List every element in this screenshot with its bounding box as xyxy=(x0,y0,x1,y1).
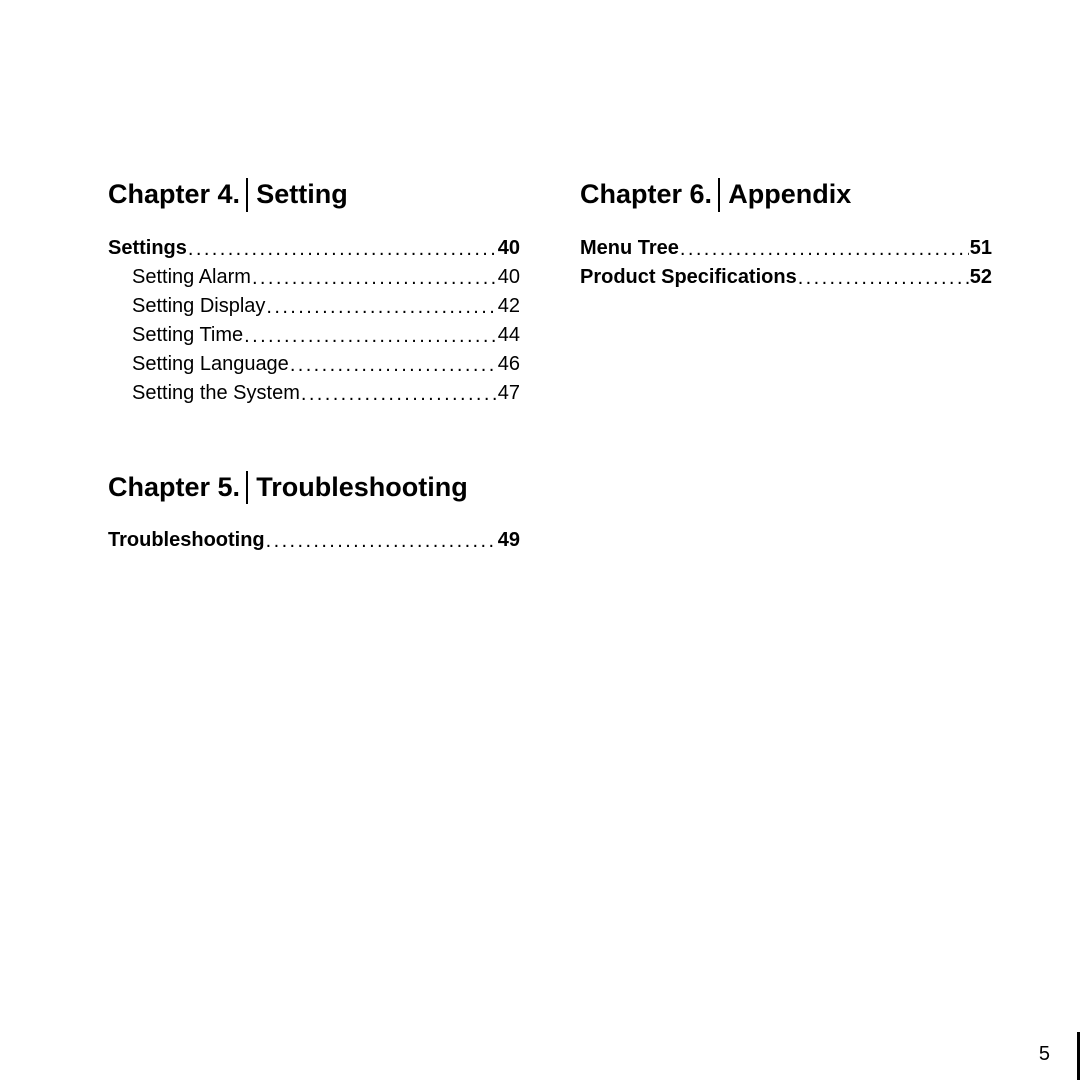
chapter-heading: Chapter 4.Setting xyxy=(108,180,520,210)
chapter-block: Chapter 6.Appendix Menu Tree 51 Product Spe… xyxy=(580,180,992,287)
left-column: Chapter 4.SettingSettings40Setting Alarm… xyxy=(108,180,520,1040)
toc-leader-dots xyxy=(188,239,497,259)
toc-leader-dots xyxy=(798,268,969,288)
chapter-heading: Chapter 5.Troubleshooting xyxy=(108,473,520,503)
toc-entry-page: 51 xyxy=(970,238,992,258)
page-number: 5 xyxy=(1039,1043,1050,1066)
chapter-title: Appendix xyxy=(720,180,851,210)
toc-entry: Troubleshooting 49 xyxy=(108,530,520,550)
toc-entry-label: Setting Language xyxy=(132,354,289,374)
toc-entry-label: Setting Display xyxy=(132,296,265,316)
chapter-number: Chapter 6. xyxy=(580,180,718,210)
toc-entry-page: 42 xyxy=(498,296,520,316)
right-column: Chapter 6.Appendix Menu Tree 51 Product Spe… xyxy=(580,180,992,1040)
toc-entry-page: 49 xyxy=(498,530,520,550)
chapter-block: Chapter 5.TroubleshootingTroubleshooting… xyxy=(108,473,520,551)
toc-entry-label: Setting Alarm xyxy=(132,267,251,287)
toc-entry-label: Setting Time xyxy=(132,325,243,345)
toc-leader-dots xyxy=(301,384,497,404)
chapter-title: Troubleshooting xyxy=(248,473,467,503)
toc-entry-page: 46 xyxy=(498,354,520,374)
toc-leader-dots xyxy=(290,355,497,375)
toc-entry-page: 47 xyxy=(498,383,520,403)
toc-entry: Setting Alarm 40 xyxy=(108,267,520,287)
toc-entry-label: Settings xyxy=(108,238,187,258)
toc-leader-dots xyxy=(680,239,969,259)
chapter-number: Chapter 4. xyxy=(108,180,246,210)
toc-leader-dots xyxy=(252,268,497,288)
toc-entry-page: 44 xyxy=(498,325,520,345)
toc-leader-dots xyxy=(266,531,497,551)
toc-entry: Menu Tree 51 xyxy=(580,238,992,258)
toc-entry: Setting Time 44 xyxy=(108,325,520,345)
chapter-title: Setting xyxy=(248,180,348,210)
toc-page: Chapter 4.SettingSettings40Setting Alarm… xyxy=(108,180,992,1040)
toc-entry-page: 40 xyxy=(498,238,520,258)
toc-entry: Product Specifications 52 xyxy=(580,267,992,287)
toc-entry: Setting the System 47 xyxy=(108,383,520,403)
toc-entry: Settings 40 xyxy=(108,238,520,258)
toc-leader-dots xyxy=(244,326,497,346)
chapter-number: Chapter 5. xyxy=(108,473,246,503)
chapter-block: Chapter 4.SettingSettings40Setting Alarm… xyxy=(108,180,520,403)
toc-entry-page: 40 xyxy=(498,267,520,287)
toc-entry-label: Setting the System xyxy=(132,383,300,403)
toc-entry-label: Menu Tree xyxy=(580,238,679,258)
toc-entry: Setting Language 46 xyxy=(108,354,520,374)
toc-entry: Setting Display 42 xyxy=(108,296,520,316)
chapter-heading: Chapter 6.Appendix xyxy=(580,180,992,210)
toc-entry-page: 52 xyxy=(970,267,992,287)
toc-entry-label: Product Specifications xyxy=(580,267,797,287)
toc-leader-dots xyxy=(266,297,496,317)
toc-entry-label: Troubleshooting xyxy=(108,530,265,550)
